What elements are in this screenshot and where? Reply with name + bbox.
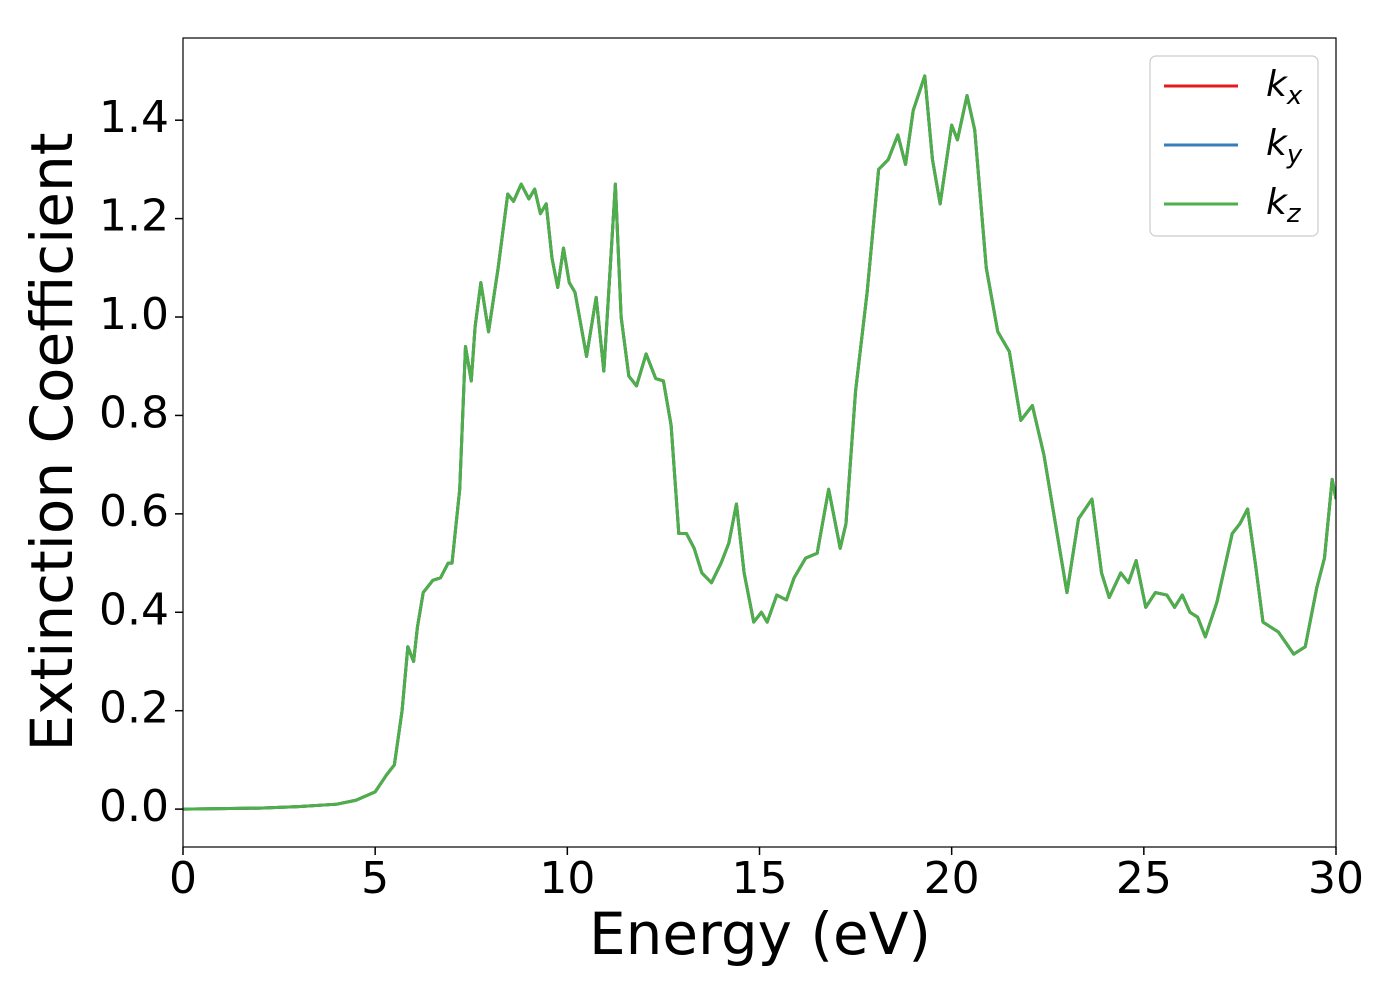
y-tick-label: 0.8 bbox=[99, 387, 169, 438]
legend-label: ky bbox=[1266, 123, 1303, 170]
x-tick-label: 15 bbox=[732, 853, 788, 904]
y-tick-label: 0.2 bbox=[99, 683, 169, 734]
y-axis-label: Extinction Coefficient bbox=[18, 133, 86, 752]
legend-label: kx bbox=[1266, 64, 1303, 111]
x-tick-label: 25 bbox=[1116, 853, 1172, 904]
y-tick-label: 0.4 bbox=[99, 584, 169, 635]
x-tick-label: 0 bbox=[169, 853, 197, 904]
x-axis-label: Energy (eV) bbox=[589, 900, 931, 968]
x-tick-label: 30 bbox=[1308, 853, 1364, 904]
y-tick-label: 1.4 bbox=[99, 92, 169, 143]
x-tick-label: 10 bbox=[539, 853, 595, 904]
y-tick-label: 0.6 bbox=[99, 486, 169, 537]
legend-label: kz bbox=[1266, 182, 1302, 229]
y-tick-label: 1.0 bbox=[99, 289, 169, 340]
data-line bbox=[183, 74, 1336, 811]
x-tick-label: 5 bbox=[361, 853, 389, 904]
plot-frame bbox=[182, 37, 1337, 848]
x-tick-label: 20 bbox=[924, 853, 980, 904]
y-tick-label: 1.2 bbox=[99, 191, 169, 242]
y-tick-label: 0.0 bbox=[99, 781, 169, 832]
